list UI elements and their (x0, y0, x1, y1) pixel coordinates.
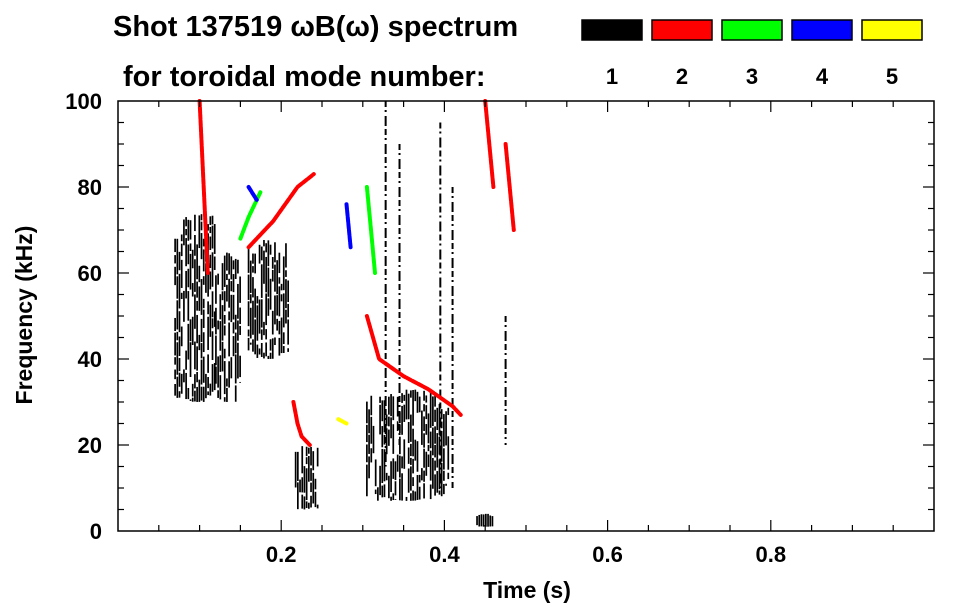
y-tick-label: 100 (65, 89, 102, 114)
mode-trace (246, 185, 259, 202)
legend-label-mode-1: 1 (606, 64, 618, 89)
tick-marks (118, 101, 934, 531)
spectral-blob (247, 240, 290, 359)
chart-subtitle: for toroidal mode number: (123, 61, 486, 93)
series-mode-5 (336, 417, 349, 426)
plot-data-layer (174, 99, 516, 527)
spectral-blob (476, 513, 494, 527)
legend-swatch-mode-4 (791, 19, 853, 41)
spectral-blob (294, 446, 319, 510)
legend-swatch-mode-1 (581, 19, 643, 41)
y-tick-label: 40 (78, 347, 102, 372)
spectral-blob (366, 389, 450, 501)
spectral-blob (174, 214, 216, 402)
y-tick-label: 0 (90, 519, 102, 544)
legend-swatch-mode-2 (651, 19, 713, 41)
mode-trace (364, 185, 377, 275)
mode-trace (503, 142, 516, 232)
mode-trace (197, 99, 210, 275)
series-mode-1 (174, 101, 507, 527)
legend: 1 2 3 4 5 (581, 19, 923, 89)
legend-label-mode-3: 3 (746, 64, 758, 89)
x-tick-label: 0.4 (429, 542, 460, 567)
mode-trace (246, 172, 316, 250)
legend-label-mode-4: 4 (816, 64, 829, 89)
x-axis-label: Time (s) (483, 577, 571, 603)
mode-trace (344, 202, 353, 250)
legend-label-mode-2: 2 (676, 64, 688, 89)
series-mode-2 (197, 99, 516, 447)
chart-title: Shot 137519 ωB(ω) spectrum (113, 11, 518, 43)
y-tick-label: 20 (78, 433, 102, 458)
y-axis-label: Frequency (kHz) (11, 226, 37, 405)
tick-labels: 0.2 0.4 0.6 0.8 0 20 40 60 80 100 (65, 89, 786, 567)
legend-label-mode-5: 5 (886, 64, 898, 89)
y-tick-label: 60 (78, 261, 102, 286)
x-tick-label: 0.8 (756, 542, 787, 567)
series-mode-4 (246, 185, 353, 250)
mode-trace (291, 400, 312, 447)
y-tick-label: 80 (78, 175, 102, 200)
mode-trace (364, 314, 463, 417)
spectral-blob (215, 252, 241, 402)
legend-swatch-mode-5 (861, 19, 923, 41)
x-tick-label: 0.6 (592, 542, 623, 567)
series-mode-3 (238, 185, 377, 275)
x-tick-label: 0.2 (266, 542, 297, 567)
legend-swatch-mode-3 (721, 19, 783, 41)
mode-trace (483, 99, 496, 189)
mode-trace (336, 417, 349, 426)
